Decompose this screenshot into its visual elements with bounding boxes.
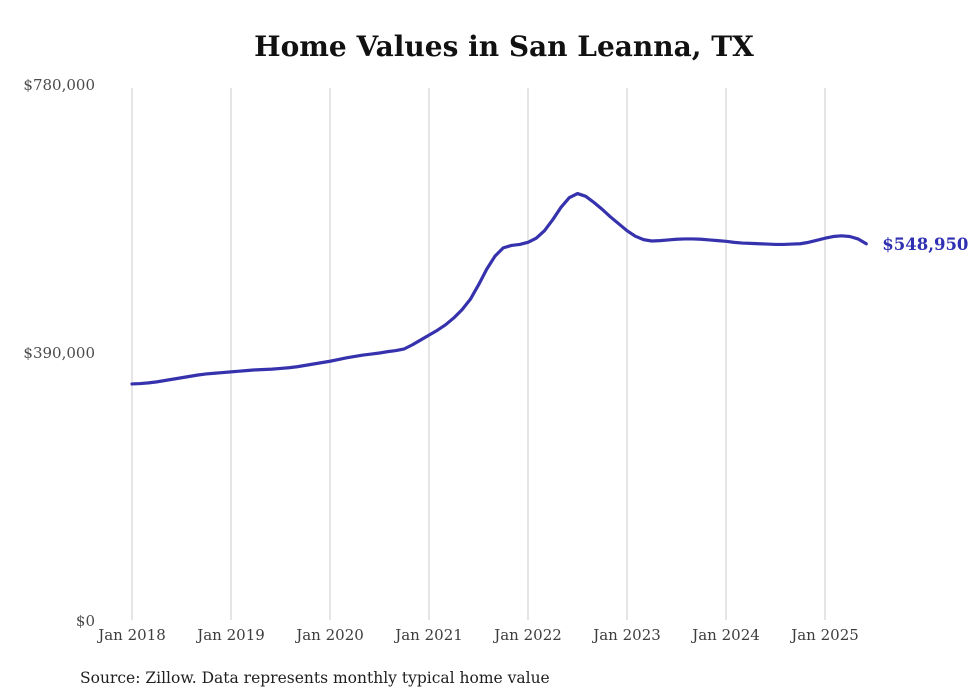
chart-title: Home Values in San Leanna, TX — [254, 30, 754, 63]
y-axis-labels-group: $780,000 $390,000 $0 — [23, 76, 95, 630]
x-axis-labels-group: Jan 2018 Jan 2019 Jan 2020 Jan 2021 Jan 2022… — [96, 626, 859, 644]
x-tick-label: Jan 2018 — [96, 626, 166, 644]
x-tick-label: Jan 2019 — [195, 626, 265, 644]
source-note: Source: Zillow. Data represents monthly … — [80, 669, 550, 687]
x-tick-label: Jan 2022 — [492, 626, 562, 644]
x-tick-label: Jan 2023 — [591, 626, 661, 644]
gridlines-group — [131, 88, 826, 620]
x-tick-label: Jan 2020 — [294, 626, 364, 644]
y-tick-label: $390,000 — [23, 344, 95, 362]
end-value-label: $548,950 — [882, 235, 968, 254]
home-value-line — [130, 191, 868, 386]
y-tick-label: $780,000 — [23, 76, 95, 94]
x-tick-label: Jan 2025 — [789, 626, 859, 644]
x-tick-label: Jan 2021 — [393, 626, 463, 644]
x-tick-label: Jan 2024 — [690, 626, 760, 644]
y-tick-label: $0 — [76, 612, 95, 630]
